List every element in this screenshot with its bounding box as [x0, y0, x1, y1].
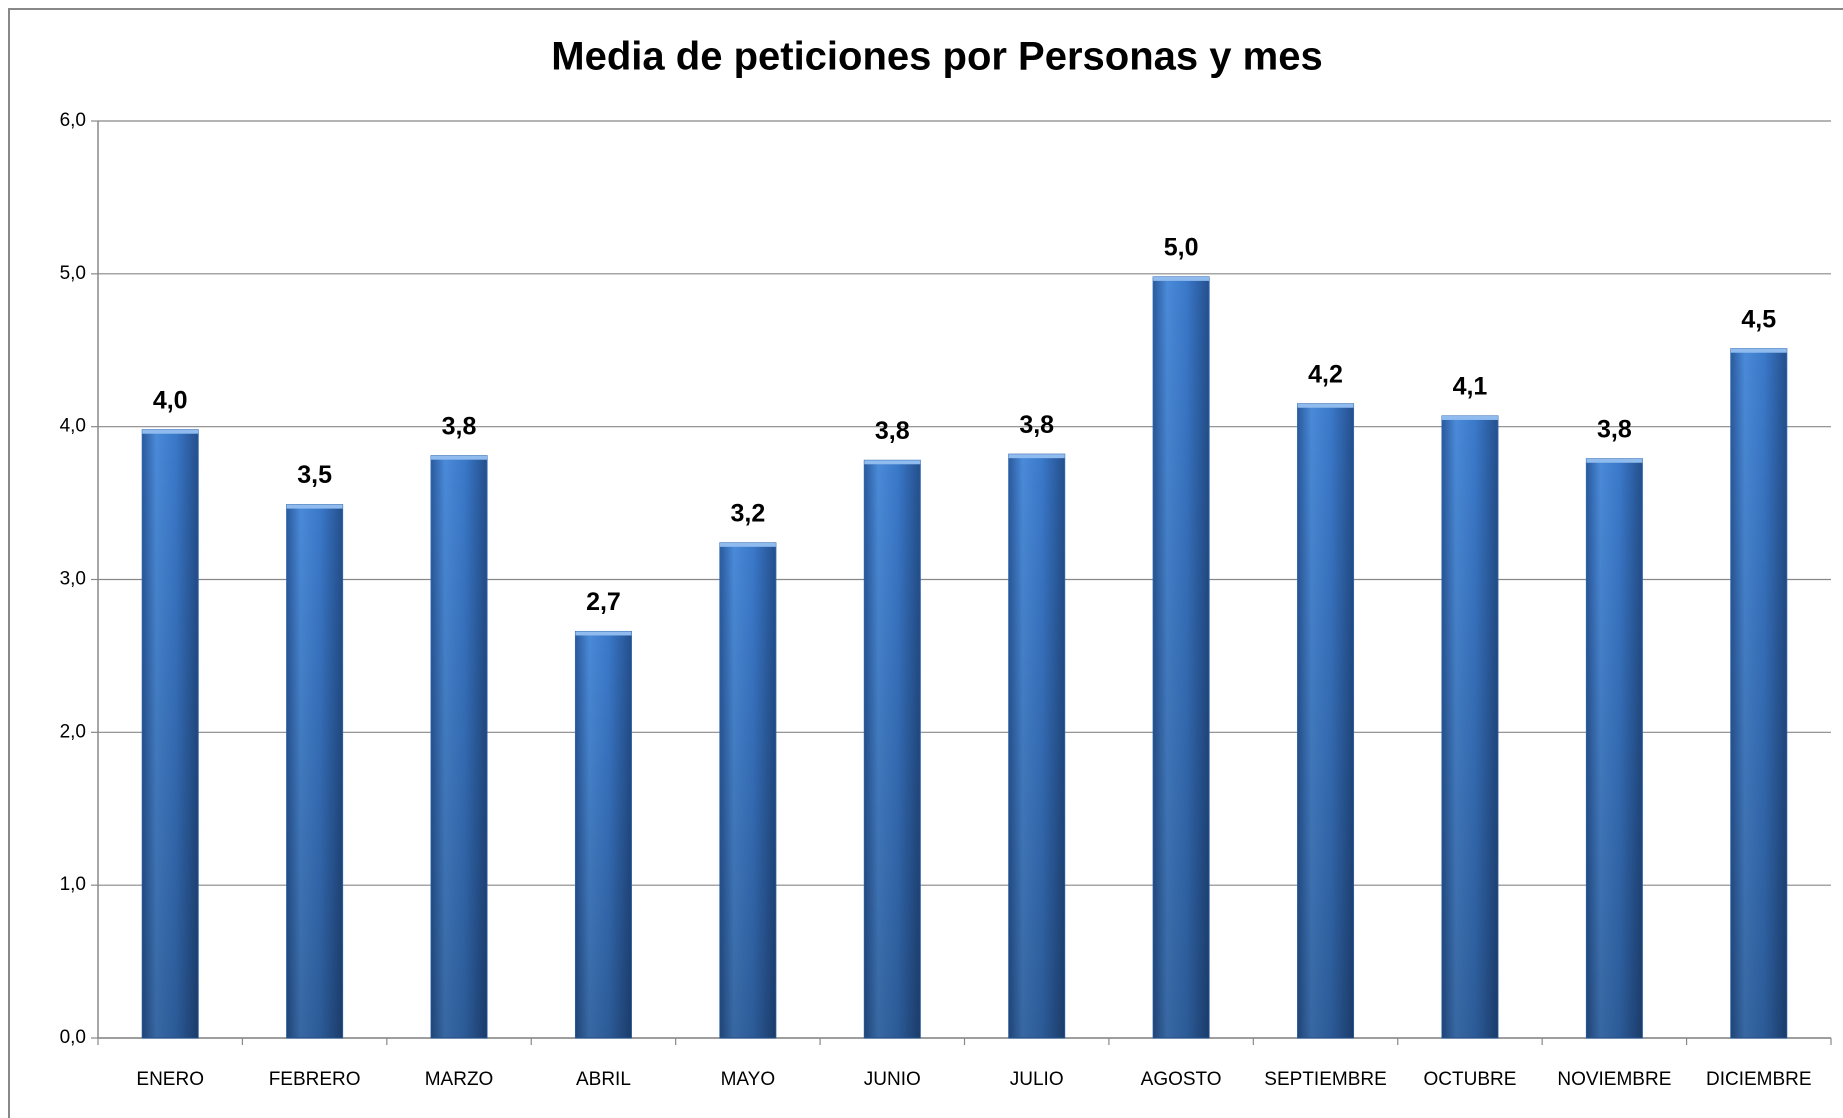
data-label: 3,8: [442, 412, 477, 440]
bar-cap: [864, 460, 921, 465]
bar-cap: [431, 455, 488, 460]
y-tick-label: 6,0: [60, 110, 86, 131]
x-tick-label: JULIO: [1010, 1069, 1064, 1090]
data-label: 4,2: [1308, 360, 1343, 388]
bar-cap: [719, 542, 776, 547]
data-label: 3,8: [1019, 411, 1054, 439]
bar-cap: [575, 631, 632, 636]
x-tick-label: MARZO: [425, 1069, 494, 1090]
data-label: 2,7: [586, 588, 621, 616]
bar-shade: [575, 631, 632, 1038]
bar-cap: [1297, 403, 1354, 408]
y-tick-label: 0,0: [60, 1027, 86, 1048]
x-tick-label: AGOSTO: [1141, 1069, 1222, 1090]
x-tick-label: JUNIO: [864, 1069, 921, 1090]
bar-cap: [286, 504, 343, 509]
data-label: 3,5: [297, 461, 332, 489]
x-tick-label: NOVIEMBRE: [1557, 1069, 1671, 1090]
x-tick-label: ENERO: [136, 1069, 204, 1090]
data-label: 3,2: [730, 499, 765, 527]
data-label: 4,5: [1741, 305, 1776, 333]
chart-border: [8, 8, 1843, 1118]
x-tick-label: SEPTIEMBRE: [1264, 1069, 1386, 1090]
x-tick-label: OCTUBRE: [1424, 1069, 1517, 1090]
bar-shade: [1008, 454, 1065, 1039]
bar-cap: [142, 429, 199, 434]
x-tick-label: FEBRERO: [269, 1069, 361, 1090]
x-tick-label: ABRIL: [576, 1069, 631, 1090]
data-label: 3,8: [875, 417, 910, 445]
data-label: 4,0: [153, 386, 188, 414]
bar-cap: [1008, 454, 1065, 459]
y-tick-label: 1,0: [60, 874, 86, 895]
y-tick-label: 3,0: [60, 569, 86, 590]
bar-cap: [1586, 458, 1643, 463]
x-tick-label: DICIEMBRE: [1706, 1069, 1812, 1090]
bar-cap: [1153, 276, 1210, 281]
bar-shade: [142, 429, 199, 1038]
bar-shade: [1586, 458, 1643, 1038]
data-label: 5,0: [1164, 233, 1199, 261]
bar-shade: [1730, 348, 1787, 1038]
chart-title: Media de peticiones por Personas y mes: [551, 35, 1322, 79]
bar-shade: [1441, 415, 1498, 1038]
bar-shade: [719, 542, 776, 1038]
bar-cap: [1441, 415, 1498, 420]
y-tick-label: 4,0: [60, 416, 86, 437]
y-tick-label: 2,0: [60, 721, 86, 742]
data-label: 4,1: [1453, 373, 1488, 401]
bar-shade: [1297, 403, 1354, 1038]
y-tick-label: 5,0: [60, 263, 86, 284]
bar-shade: [1153, 276, 1210, 1038]
bar-shade: [286, 504, 343, 1038]
bar-shade: [864, 460, 921, 1038]
data-label: 3,8: [1597, 415, 1632, 443]
x-tick-label: MAYO: [721, 1069, 776, 1090]
bar-cap: [1730, 348, 1787, 353]
bar-shade: [431, 455, 488, 1039]
